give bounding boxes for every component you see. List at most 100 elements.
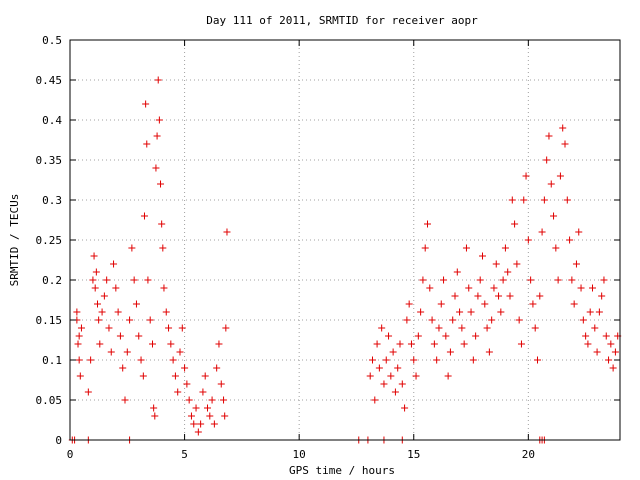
plot-frame: [69, 39, 621, 441]
data-point: [527, 276, 535, 284]
data-point: [144, 276, 152, 284]
data-point: [385, 332, 393, 340]
data-point: [545, 132, 553, 140]
data-point: [162, 308, 170, 316]
data-point: [586, 308, 594, 316]
data-point: [582, 332, 590, 340]
data-point: [506, 292, 514, 300]
data-point: [513, 260, 521, 268]
data-point: [401, 404, 409, 412]
data-point: [554, 276, 562, 284]
data-point: [449, 316, 457, 324]
y-tick-label: 0.4: [42, 114, 62, 127]
data-point: [94, 300, 101, 308]
y-tick-label: 0.15: [36, 314, 63, 327]
data-point: [481, 300, 489, 308]
data-point: [140, 212, 148, 220]
data-point: [456, 308, 464, 316]
data-point: [467, 308, 475, 316]
data-point: [217, 380, 225, 388]
data-point: [150, 404, 158, 412]
data-point: [90, 252, 98, 260]
data-point: [398, 380, 406, 388]
data-point: [75, 332, 83, 340]
data-point: [488, 316, 496, 324]
data-point: [154, 76, 162, 84]
data-point: [550, 212, 558, 220]
data-point: [490, 284, 498, 292]
data-point: [595, 308, 603, 316]
data-point: [517, 340, 525, 348]
data-point: [572, 260, 580, 268]
data-point: [181, 364, 189, 372]
data-point: [174, 388, 182, 396]
data-point: [178, 324, 186, 332]
data-point: [435, 324, 443, 332]
data-point: [157, 180, 165, 188]
data-point: [149, 340, 156, 348]
data-point: [135, 332, 143, 340]
data-point: [112, 284, 120, 292]
data-point: [95, 316, 103, 324]
data-point: [605, 356, 613, 364]
data-point: [146, 316, 154, 324]
data-point: [602, 332, 610, 340]
data-point: [600, 276, 608, 284]
data-point: [460, 340, 468, 348]
data-point: [137, 356, 145, 364]
data-point: [75, 356, 83, 364]
data-point: [128, 244, 136, 252]
data-point: [382, 356, 390, 364]
data-point: [458, 324, 466, 332]
data-point: [76, 372, 84, 380]
data-point: [222, 324, 230, 332]
data-point: [440, 276, 448, 284]
data-point: [508, 196, 516, 204]
data-point: [504, 268, 512, 276]
data-point: [91, 284, 99, 292]
data-point: [568, 276, 576, 284]
data-point: [570, 300, 578, 308]
data-point: [607, 340, 615, 348]
y-tick-label: 0.45: [36, 74, 63, 87]
data-point: [183, 380, 191, 388]
data-point: [169, 356, 177, 364]
y-tick-label: 0.3: [42, 194, 62, 207]
data-point: [547, 180, 555, 188]
data-point: [96, 340, 104, 348]
x-tick-label: 10: [293, 448, 306, 461]
data-point: [378, 324, 386, 332]
data-point: [499, 276, 507, 284]
data-point: [520, 196, 528, 204]
data-point: [611, 348, 619, 356]
data-point: [165, 324, 173, 332]
data-point: [469, 356, 477, 364]
data-point: [73, 308, 81, 316]
data-point: [584, 340, 592, 348]
data-point: [92, 268, 100, 276]
data-point: [540, 196, 548, 204]
data-point: [74, 340, 82, 348]
grid-layer: [70, 40, 620, 440]
data-point: [501, 244, 509, 252]
data-point: [380, 380, 388, 388]
data-point: [428, 316, 436, 324]
data-point: [152, 164, 160, 172]
data-point: [153, 132, 161, 140]
x-tick-label: 15: [407, 448, 420, 461]
data-point: [89, 276, 97, 284]
data-point: [371, 396, 379, 404]
data-point: [210, 420, 218, 428]
y-tick-label: 0.35: [36, 154, 63, 167]
data-point: [132, 300, 140, 308]
data-point: [394, 364, 402, 372]
y-tick-label: 0: [55, 434, 62, 447]
data-point: [536, 292, 544, 300]
data-point: [531, 324, 539, 332]
data-point: [208, 396, 216, 404]
data-point: [609, 364, 617, 372]
data-point: [424, 220, 431, 228]
y-axis-label: SRMTID / TECUs: [8, 194, 21, 287]
data-point: [476, 276, 484, 284]
